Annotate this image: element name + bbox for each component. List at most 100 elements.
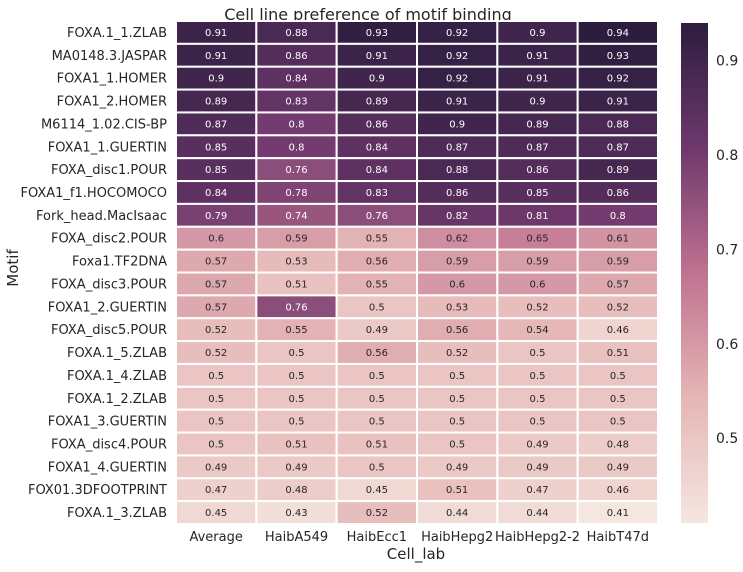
cell-value-label: 0.89: [607, 165, 629, 176]
cell-value-label: 0.5: [449, 371, 465, 382]
cell-value-label: 0.5: [208, 394, 224, 405]
cell-value-label: 0.9: [530, 97, 546, 108]
cell-value-label: 0.74: [285, 211, 307, 222]
cell-value-label: 0.76: [285, 302, 307, 313]
row-label: Fork_head.MacIsaac: [36, 209, 167, 224]
cell-value-label: 0.45: [366, 485, 388, 496]
cell-value-label: 0.45: [205, 508, 227, 519]
cell-value-label: 0.46: [607, 325, 629, 336]
cell-value-label: 0.92: [607, 74, 629, 85]
chart-title: Cell line preference of motif binding: [224, 5, 512, 24]
cell-value-label: 0.49: [285, 462, 307, 473]
cell-value-label: 0.8: [610, 211, 626, 222]
colorbar-tick-label: 0.9: [716, 54, 738, 70]
row-label: FOXA_disc3.POUR: [51, 277, 167, 292]
cell-value-label: 0.43: [285, 508, 307, 519]
cell-value-label: 0.52: [607, 302, 629, 313]
cell-value-label: 0.6: [530, 279, 546, 290]
cell-value-label: 0.53: [285, 257, 307, 268]
cell-value-label: 0.5: [369, 394, 385, 405]
cell-value-label: 0.5: [208, 439, 224, 450]
cell-value-label: 0.82: [446, 211, 468, 222]
cell-value-label: 0.5: [369, 371, 385, 382]
cell-value-label: 0.5: [208, 417, 224, 428]
column-label: HaibHepg2-2: [495, 530, 580, 545]
row-label: FOXA.1_4.ZLAB: [67, 369, 167, 384]
cell-value-label: 0.91: [366, 51, 388, 62]
cell-value-label: 0.57: [205, 279, 227, 290]
cell-value-label: 0.57: [205, 302, 227, 313]
cell-value-label: 0.5: [610, 394, 626, 405]
row-label: FOXA_disc1.POUR: [51, 163, 167, 178]
row-label: FOXA1_1.GUERTIN: [48, 140, 167, 155]
cell-value-label: 0.5: [289, 417, 305, 428]
cell-value-label: 0.5: [369, 302, 385, 313]
cell-value-label: 0.86: [607, 188, 629, 199]
cell-value-label: 0.5: [530, 371, 546, 382]
row-label: Foxa1.TF2DNA: [72, 255, 167, 270]
cell-value-label: 0.93: [366, 28, 388, 39]
cell-value-label: 0.81: [526, 211, 548, 222]
cell-value-label: 0.51: [607, 348, 629, 359]
cell-value-label: 0.6: [208, 234, 224, 245]
cell-value-label: 0.85: [526, 188, 548, 199]
cell-value-label: 0.56: [366, 348, 388, 359]
cell-value-label: 0.85: [205, 165, 227, 176]
cell-value-label: 0.48: [285, 485, 307, 496]
y-axis-label: Motif: [4, 249, 22, 287]
cell-value-label: 0.92: [446, 51, 468, 62]
column-label: Average: [189, 530, 242, 545]
cell-value-label: 0.5: [289, 371, 305, 382]
cell-value-label: 0.57: [205, 257, 227, 268]
cell-value-label: 0.48: [607, 439, 629, 450]
cell-value-label: 0.59: [526, 257, 548, 268]
cell-value-label: 0.57: [607, 279, 629, 290]
cell-value-label: 0.5: [530, 394, 546, 405]
cell-value-label: 0.86: [366, 119, 388, 130]
cell-value-label: 0.83: [366, 188, 388, 199]
cell-value-label: 0.84: [285, 74, 307, 85]
cell-value-label: 0.92: [446, 28, 468, 39]
column-labels: Average HaibA549 HaibEcc1 HaibHepg2 HaibHepg…: [189, 530, 649, 545]
row-label: FOXA_disc2.POUR: [51, 232, 167, 247]
cell-value-label: 0.52: [526, 302, 548, 313]
row-label: FOXA1_1.HOMER: [57, 72, 167, 87]
cell-value-label: 0.59: [607, 257, 629, 268]
cell-value-label: 0.86: [285, 51, 307, 62]
cell-value-label: 0.52: [446, 348, 468, 359]
row-label: MA0148.3.JASPAR: [52, 49, 167, 64]
cell-value-label: 0.87: [526, 142, 548, 153]
cell-value-label: 0.54: [526, 325, 548, 336]
cell-value-label: 0.51: [285, 279, 307, 290]
row-label: FOXA1_f1.HOCOMOCO: [20, 186, 167, 201]
colorbar: [681, 23, 708, 523]
cell-value-label: 0.79: [205, 211, 227, 222]
cell-value-label: 0.83: [285, 97, 307, 108]
cell-value-label: 0.84: [366, 165, 388, 176]
cell-value-label: 0.91: [446, 97, 468, 108]
cell-value-label: 0.61: [607, 234, 629, 245]
cell-value-label: 0.49: [366, 325, 388, 336]
cell-value-label: 0.44: [446, 508, 468, 519]
cell-value-label: 0.8: [289, 119, 305, 130]
row-label: FOXA1_2.GUERTIN: [48, 300, 167, 315]
column-label: HaibT47d: [587, 530, 649, 545]
row-label: FOXA_disc5.POUR: [51, 323, 167, 338]
cell-value-label: 0.5: [449, 439, 465, 450]
cell-value-label: 0.5: [369, 417, 385, 428]
row-label: FOXA1_2.HOMER: [57, 95, 167, 110]
cell-value-label: 0.89: [205, 97, 227, 108]
cell-value-label: 0.92: [446, 74, 468, 85]
colorbar-ticks: 0.5 0.6 0.7 0.8 0.9: [716, 54, 738, 447]
cell-value-label: 0.5: [449, 394, 465, 405]
cell-value-label: 0.84: [205, 188, 227, 199]
cell-value-label: 0.56: [446, 325, 468, 336]
cell-value-label: 0.49: [526, 462, 548, 473]
cell-value-label: 0.5: [530, 348, 546, 359]
cell-value-label: 0.93: [607, 51, 629, 62]
cell-value-label: 0.41: [607, 508, 629, 519]
cell-value-label: 0.9: [208, 74, 224, 85]
cell-value-label: 0.87: [607, 142, 629, 153]
cell-value-label: 0.88: [285, 28, 307, 39]
